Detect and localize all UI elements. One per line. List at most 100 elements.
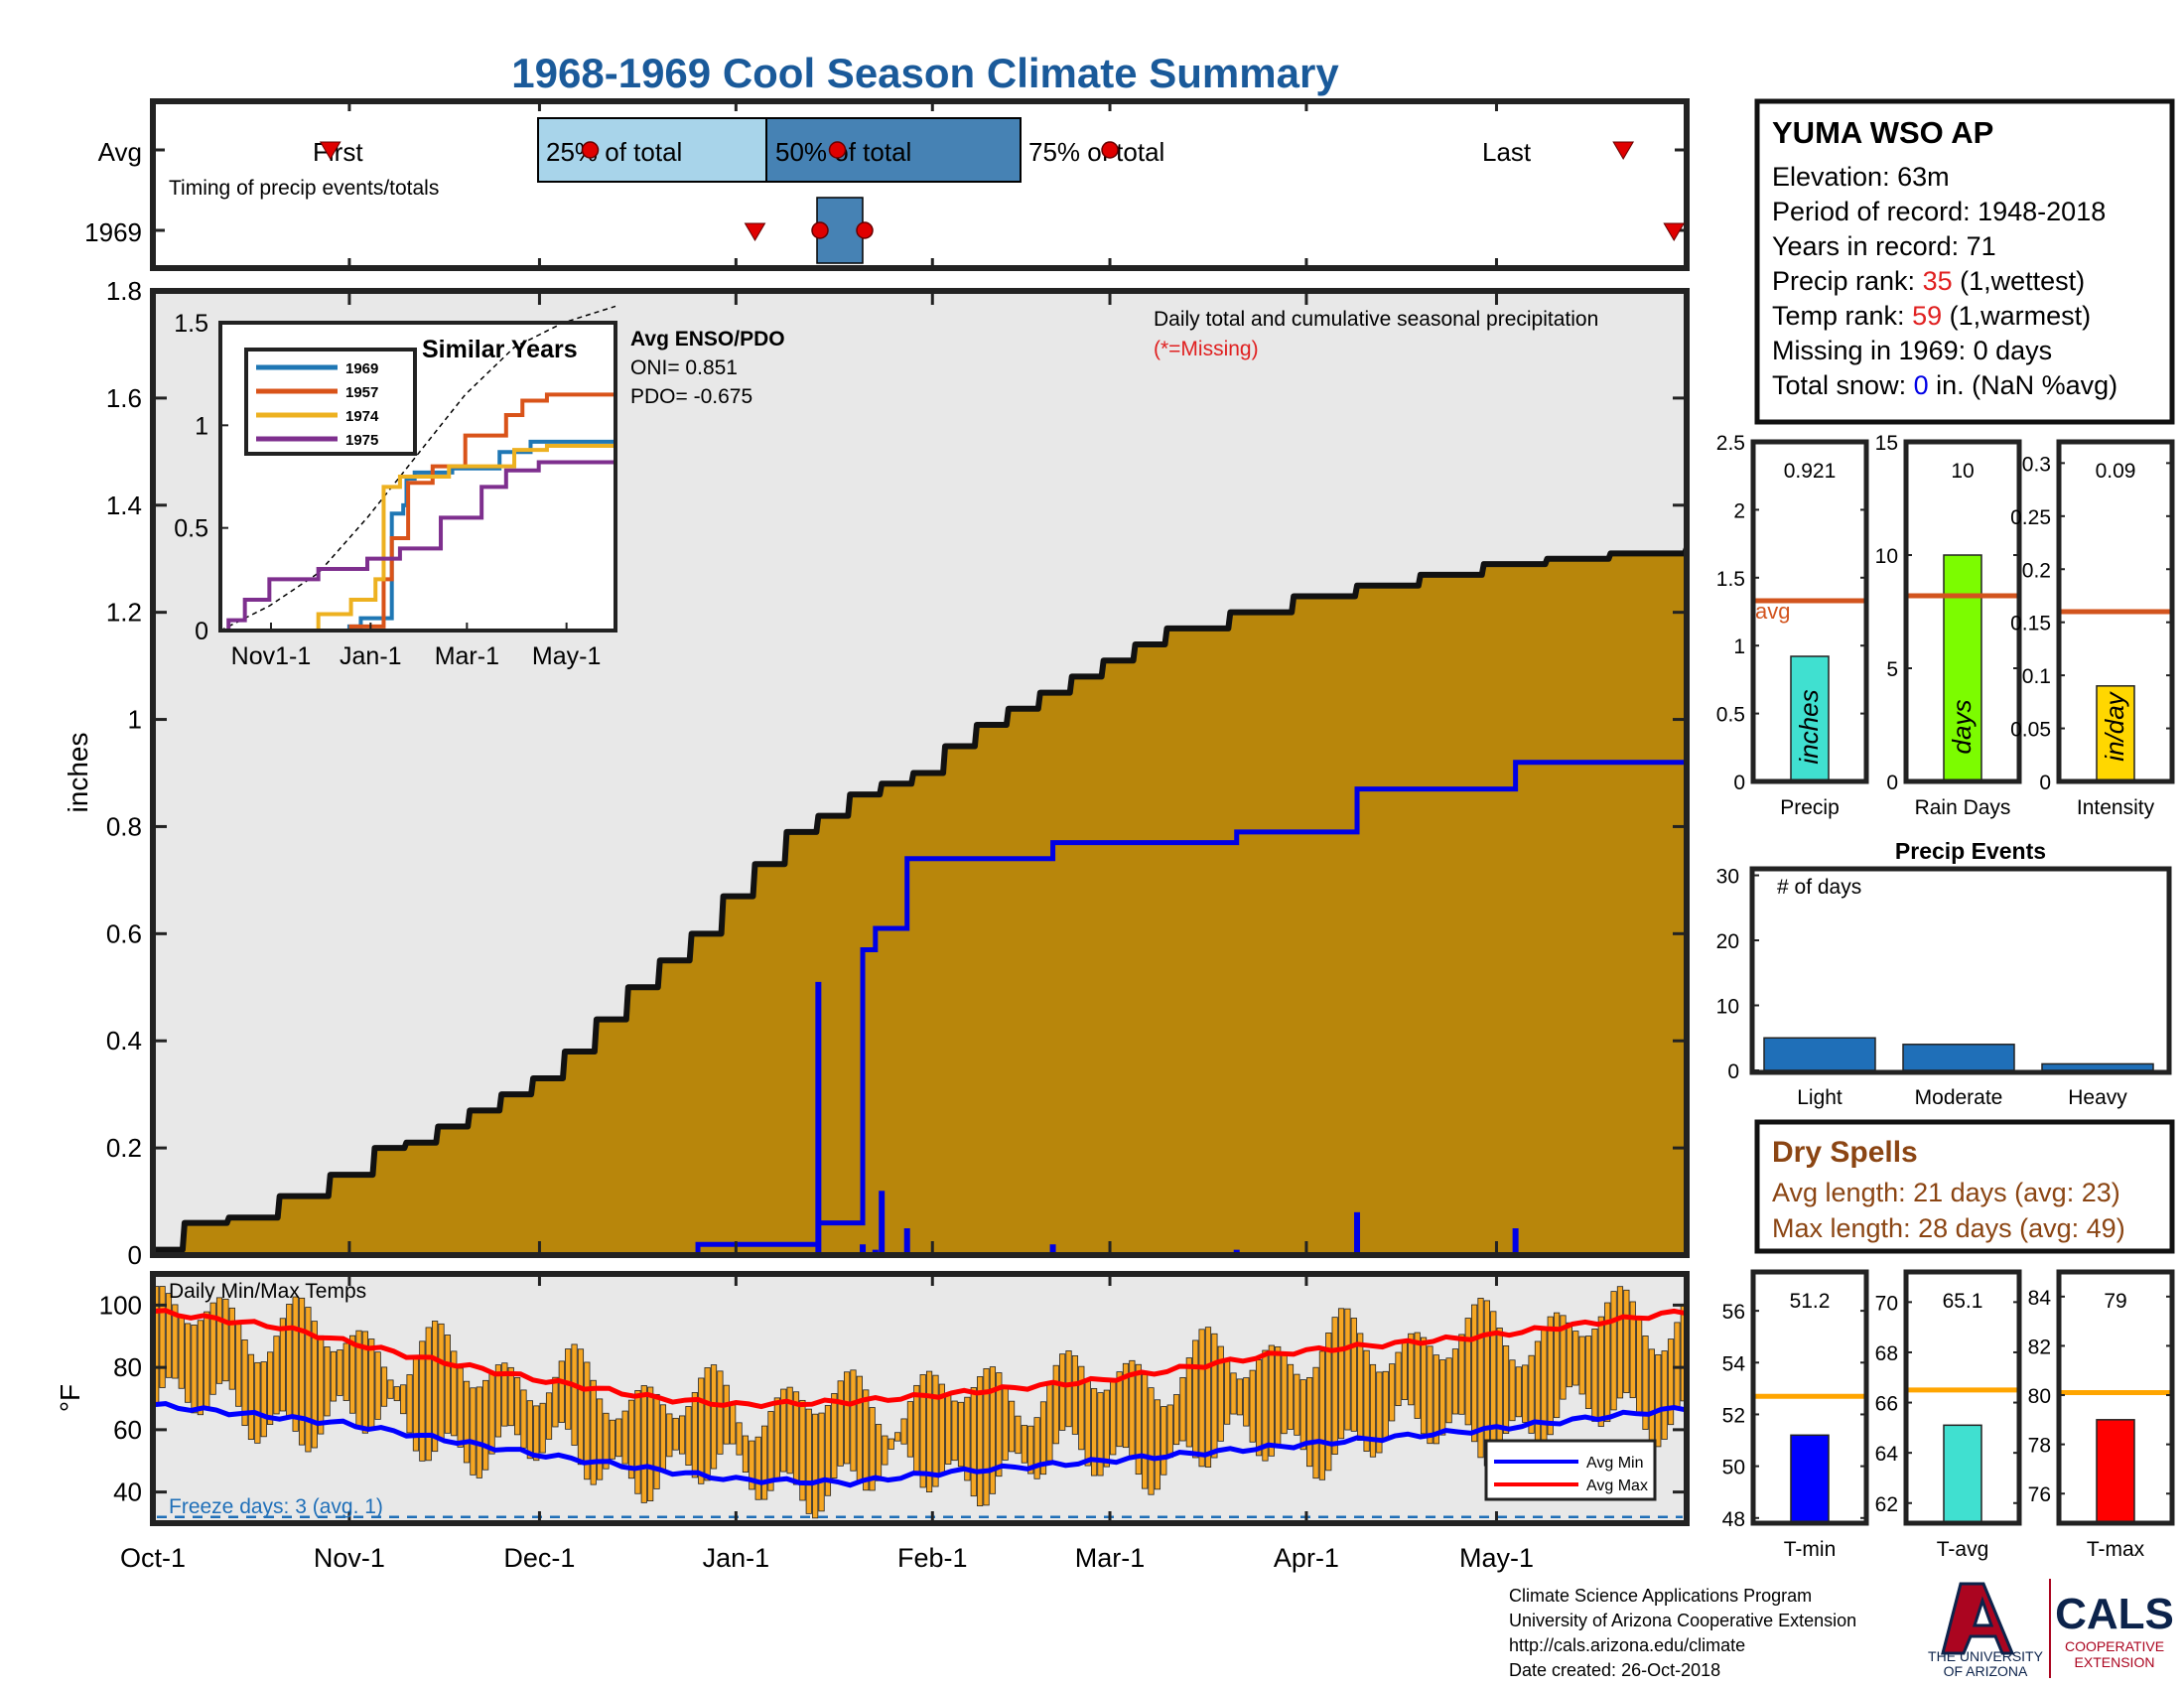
daily-temp-bar xyxy=(222,1298,229,1382)
daily-temp-bar xyxy=(425,1327,432,1462)
daily-temp-bar xyxy=(533,1405,540,1462)
daily-temp-bar xyxy=(1275,1345,1282,1446)
tmax-bar xyxy=(2096,1419,2135,1524)
panel-x-label: T-min xyxy=(1784,1538,1837,1561)
daily-temp-bar xyxy=(305,1307,312,1453)
dry-spells-max: Max length: 28 days (avg: 49) xyxy=(1772,1213,2125,1243)
daily-temp-bar xyxy=(494,1364,502,1438)
daily-temp-bar xyxy=(298,1297,306,1446)
inset-legend-label: 1969 xyxy=(345,360,378,377)
daily-temp-bar xyxy=(1103,1389,1110,1468)
daily-temp-bar xyxy=(387,1379,394,1399)
daily-temp-bar xyxy=(514,1377,521,1436)
panel-unit-label: in/day xyxy=(2100,690,2129,761)
panel-value-label: 0.09 xyxy=(2096,460,2136,483)
daily-temp-bar xyxy=(730,1403,737,1445)
daily-temp-bar xyxy=(1249,1369,1256,1443)
timing-1969-first-marker xyxy=(744,222,766,241)
panel-y-tick-label: 78 xyxy=(2028,1435,2051,1458)
daily-temp-bar xyxy=(324,1346,331,1417)
panel-y-tick-label: 2 xyxy=(1733,499,1745,522)
timing-q25-label: 25% of total xyxy=(546,137,682,167)
daily-temp-bar xyxy=(983,1367,990,1506)
precip-y-tick-label: 0.8 xyxy=(106,811,142,841)
daily-temp-bar xyxy=(451,1350,458,1437)
daily-temp-bar xyxy=(1667,1338,1675,1426)
daily-precip-bar xyxy=(1512,1228,1519,1255)
inset-y-tick-label: 1.5 xyxy=(174,310,208,338)
precip-main-panel: 0 0.2 0.4 0.6 0.8 1 1.2 1.4 1.6 1.8 inches Daily … xyxy=(63,276,1690,1270)
panel-value-label: 10 xyxy=(1951,460,1974,483)
x-tick-label: May-1 xyxy=(1459,1543,1534,1573)
tmin-bar xyxy=(1790,1434,1830,1524)
panel-y-tick-label: 64 xyxy=(1875,1443,1899,1466)
precip-y-tick-label: 0.2 xyxy=(106,1133,142,1163)
daily-temp-bar xyxy=(1148,1387,1155,1495)
daily-temp-bar xyxy=(1135,1363,1142,1476)
events-bar xyxy=(1902,1044,2015,1071)
figure-title: 1968-1969 Cool Season Climate Summary xyxy=(511,50,1339,96)
inset-x-tick-label: May-1 xyxy=(532,642,601,670)
daily-temp-bar xyxy=(749,1440,755,1490)
panel-frame xyxy=(2056,439,2175,784)
precip-frame xyxy=(150,288,1690,1258)
daily-temp-bar xyxy=(1299,1379,1306,1451)
daily-temp-bar xyxy=(1597,1316,1604,1427)
inset-year-line xyxy=(220,439,615,633)
daily-temp-bar xyxy=(159,1286,166,1388)
inset-year-line xyxy=(220,392,615,633)
daily-temp-bar xyxy=(1192,1339,1199,1459)
daily-precip-bar xyxy=(903,1228,910,1255)
timing-row-label-year: 1969 xyxy=(84,217,142,247)
daily-temp-bar xyxy=(932,1374,939,1487)
daily-temp-bar xyxy=(957,1401,965,1468)
precip-y-axis: 0 0.2 0.4 0.6 0.8 1 1.2 1.4 1.6 1.8 xyxy=(106,276,1687,1270)
daily-temp-bar xyxy=(1369,1363,1377,1458)
daily-temp-bar xyxy=(1027,1425,1034,1475)
daily-temp-bar xyxy=(843,1371,851,1465)
events-bar xyxy=(1763,1037,1876,1071)
panel-y-tick-label: 80 xyxy=(2028,1385,2051,1408)
raindays-bar xyxy=(1943,554,1982,782)
inset-lines xyxy=(219,305,616,633)
timing-caption: Timing of precip events/totals xyxy=(169,177,439,200)
daily-temp-bar xyxy=(1522,1364,1529,1423)
inset-title: Similar Years xyxy=(422,336,578,363)
panel-y-tick-label: 52 xyxy=(1722,1404,1745,1427)
avg-label: avg xyxy=(1755,599,1790,624)
footer-line-1: Climate Science Applications Program xyxy=(1509,1586,1812,1606)
events-y-label: # of days xyxy=(1777,876,1861,899)
tavg-panel: 62 64 66 68 70 65.1 T-avg xyxy=(1875,1269,2022,1561)
daily-temp-bar xyxy=(685,1406,692,1466)
daily-temp-bar xyxy=(558,1360,565,1423)
daily-temp-bar xyxy=(887,1438,894,1450)
snow-value: 0 xyxy=(1914,370,1929,400)
daily-temp-bar xyxy=(1648,1348,1655,1444)
panel-y-tick-label: 0 xyxy=(1733,772,1745,794)
daily-temp-bar xyxy=(1122,1362,1130,1449)
daily-temp-bar xyxy=(228,1307,235,1390)
daily-temp-bar xyxy=(653,1393,660,1489)
daily-temp-bar xyxy=(1008,1400,1016,1453)
inset-y-tick-label: 0 xyxy=(195,618,208,645)
panel-x-label: Intensity xyxy=(2077,796,2155,819)
daily-temp-bar xyxy=(1097,1392,1104,1477)
daily-temp-bar xyxy=(1610,1291,1617,1411)
daily-temp-bar xyxy=(1464,1318,1471,1426)
daily-temp-bar xyxy=(1451,1348,1459,1415)
daily-temp-bar xyxy=(875,1424,883,1481)
temps-y-axis: 40 60 80 100 xyxy=(99,1274,1687,1523)
panel-x-label: T-max xyxy=(2087,1538,2145,1561)
daily-temp-bar xyxy=(1502,1344,1510,1434)
daily-temp-bar xyxy=(1408,1333,1415,1406)
daily-temp-bar xyxy=(691,1392,698,1478)
daily-temp-bar xyxy=(989,1366,997,1494)
panel-unit-label: inches xyxy=(1794,689,1824,764)
daily-temp-bar xyxy=(900,1418,907,1445)
daily-temp-bar xyxy=(1059,1353,1066,1431)
daily-temp-bar xyxy=(1179,1376,1186,1442)
panel-y-tick-label: 84 xyxy=(2028,1287,2052,1310)
panel-y-tick-label: 0.1 xyxy=(2022,665,2051,688)
daily-temp-bar xyxy=(1578,1336,1585,1395)
panel-value-label: 65.1 xyxy=(1943,1290,1983,1313)
